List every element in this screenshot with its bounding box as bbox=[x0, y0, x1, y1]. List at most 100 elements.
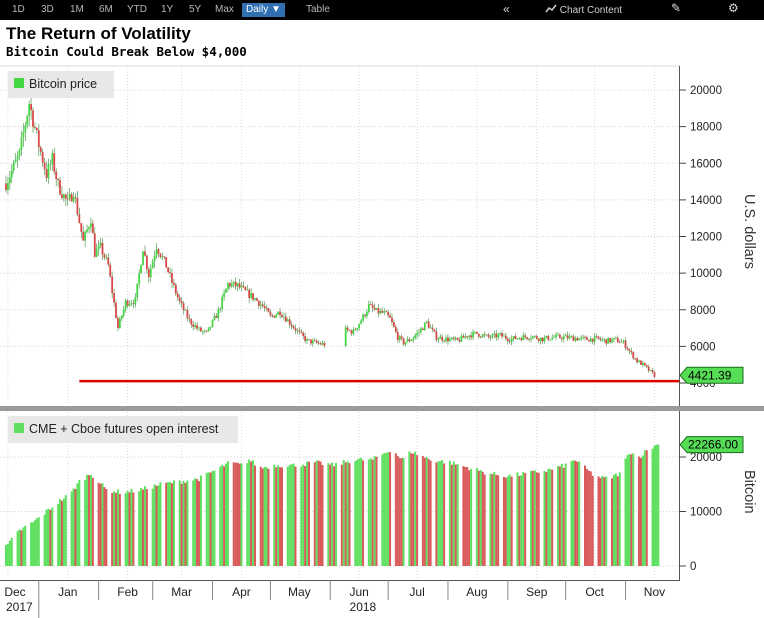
candle-body bbox=[356, 328, 359, 330]
candle-body bbox=[49, 164, 52, 166]
candle-body bbox=[126, 300, 129, 306]
period-1m-button[interactable]: 1M bbox=[70, 4, 84, 15]
candle-body bbox=[190, 319, 193, 325]
period-1y-button[interactable]: 1Y bbox=[161, 4, 174, 15]
price-y-tick-label: 6000 bbox=[690, 341, 716, 353]
period-5y-button[interactable]: 5Y bbox=[189, 4, 202, 15]
open-interest-bar bbox=[37, 517, 40, 566]
candle-body bbox=[530, 338, 532, 340]
open-interest-bar bbox=[76, 483, 79, 566]
open-interest-last-badge: 22266.00 bbox=[679, 436, 744, 454]
price-y-axis: 4000600080001000012000140001600018000200… bbox=[680, 85, 722, 390]
open-interest-bar bbox=[394, 453, 397, 566]
candle-body bbox=[281, 315, 283, 317]
candle-body bbox=[84, 231, 87, 241]
period-6m-button[interactable]: 6M bbox=[99, 4, 113, 15]
open-interest-bar bbox=[186, 480, 189, 566]
price-last-badge: 4421.39 bbox=[679, 366, 744, 384]
candle-body bbox=[537, 338, 540, 341]
open-interest-bar bbox=[8, 540, 11, 566]
open-interest-bar bbox=[300, 466, 303, 566]
period-3d-button[interactable]: 3D bbox=[41, 4, 54, 15]
open-interest-bar bbox=[279, 467, 282, 566]
candle-body bbox=[383, 311, 386, 313]
open-interest-bar bbox=[641, 455, 644, 566]
table-button[interactable]: Table bbox=[306, 4, 330, 15]
open-interest-bar bbox=[618, 472, 621, 566]
candle-body bbox=[489, 336, 492, 338]
candle-body bbox=[5, 183, 7, 191]
edit-icon[interactable]: ✎ bbox=[671, 1, 682, 15]
candle-body bbox=[211, 319, 214, 327]
interval-dropdown[interactable]: Daily ▼ bbox=[242, 3, 285, 17]
open-interest-bar bbox=[630, 454, 633, 566]
candle-body bbox=[151, 261, 154, 269]
candle-body bbox=[248, 289, 251, 298]
open-interest-bar bbox=[477, 470, 480, 566]
candle-body bbox=[88, 227, 90, 230]
period-ytd-button[interactable]: YTD bbox=[127, 4, 147, 15]
open-interest-bar bbox=[570, 461, 573, 566]
candle-body bbox=[196, 325, 198, 329]
candle-body bbox=[14, 159, 17, 163]
collapse-icon[interactable]: « bbox=[503, 2, 510, 16]
candle-body bbox=[624, 340, 627, 348]
candle-body bbox=[348, 330, 351, 331]
open-interest-bar bbox=[427, 458, 430, 566]
candle-body bbox=[647, 366, 650, 371]
open-interest-bar bbox=[315, 460, 318, 566]
candle-body bbox=[275, 314, 278, 318]
open-interest-bar bbox=[87, 475, 90, 566]
open-interest-bar bbox=[479, 470, 482, 566]
chart-titles: The Return of Volatility Bitcoin Could B… bbox=[6, 24, 247, 59]
open-interest-bar bbox=[584, 465, 586, 566]
period-1d-button[interactable]: 1D bbox=[12, 4, 25, 15]
candle-body bbox=[315, 340, 318, 343]
candle-body bbox=[32, 110, 34, 127]
open-interest-bar bbox=[385, 452, 388, 566]
candle-body bbox=[215, 315, 218, 318]
candle-body bbox=[269, 312, 272, 316]
open-interest-bar bbox=[105, 489, 108, 566]
open-interest-bar bbox=[24, 525, 27, 566]
month-label: Nov bbox=[644, 585, 665, 599]
open-interest-bar bbox=[304, 465, 307, 566]
candle-body bbox=[609, 337, 611, 343]
candle-body bbox=[595, 336, 598, 338]
candle-body bbox=[628, 349, 631, 351]
candle-body bbox=[636, 358, 639, 363]
open-interest-bar bbox=[564, 463, 567, 566]
candle-body bbox=[124, 300, 127, 309]
candle-body bbox=[504, 335, 507, 339]
candle-body bbox=[620, 341, 623, 343]
candle-body bbox=[584, 336, 586, 338]
month-label: Oct bbox=[585, 585, 604, 599]
candle-body bbox=[144, 251, 146, 256]
open-interest-bar bbox=[416, 455, 419, 566]
open-interest-bar bbox=[441, 460, 444, 566]
chart-content-button[interactable]: Chart Content bbox=[545, 4, 622, 17]
candle-body bbox=[230, 283, 233, 287]
candle-body bbox=[90, 223, 92, 228]
candle-body bbox=[134, 297, 137, 305]
open-interest-bar bbox=[371, 459, 374, 566]
open-interest-bar bbox=[57, 503, 60, 566]
price-y-tick-label: 10000 bbox=[690, 268, 722, 280]
candle-body bbox=[371, 304, 374, 308]
candle-body bbox=[184, 310, 187, 311]
open-interest-bar bbox=[524, 473, 527, 566]
candle-body bbox=[136, 283, 139, 298]
settings-icon[interactable]: ⚙ bbox=[728, 1, 739, 15]
open-interest-bar bbox=[360, 457, 363, 566]
month-label: May bbox=[288, 585, 311, 599]
candle-body bbox=[503, 335, 505, 337]
candle-body bbox=[240, 285, 243, 288]
candle-body bbox=[412, 337, 415, 341]
candle-body bbox=[389, 315, 391, 318]
open-interest-bar bbox=[435, 462, 438, 566]
candle-body bbox=[391, 317, 393, 323]
candle-body bbox=[306, 339, 308, 341]
open-interest-bar bbox=[616, 476, 619, 566]
period-max-button[interactable]: Max bbox=[215, 4, 234, 15]
candle-body bbox=[476, 331, 478, 334]
